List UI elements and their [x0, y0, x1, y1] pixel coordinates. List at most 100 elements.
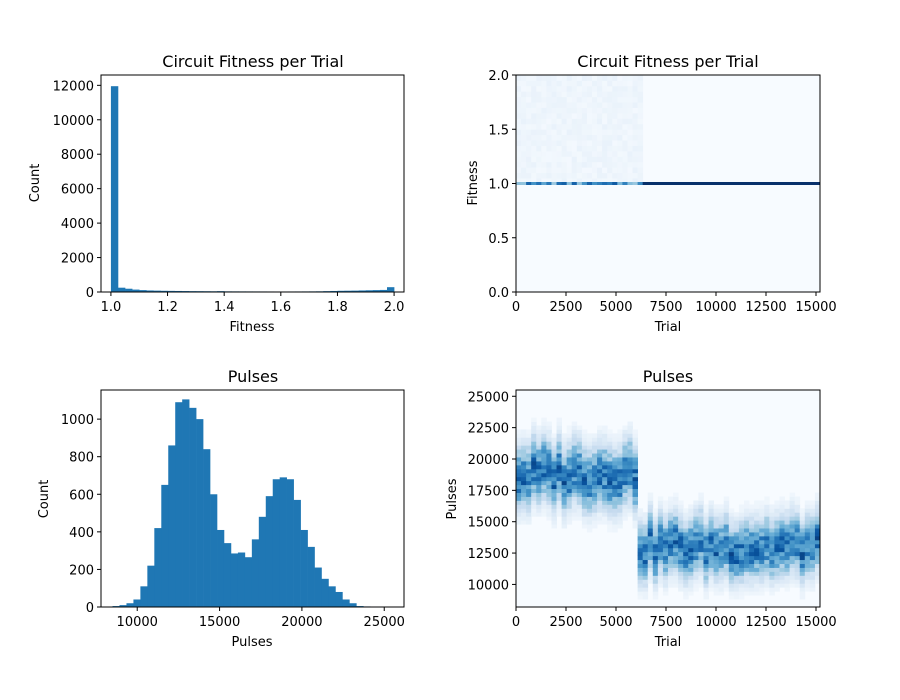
heatmap-cell [586, 75, 593, 81]
heatmap-cell [536, 178, 542, 184]
heatmap-cell [607, 508, 613, 513]
heatmap-cell [602, 102, 608, 108]
histogram-bar [328, 586, 336, 607]
heatmap-cell [566, 178, 573, 184]
heatmap-cell [551, 441, 557, 446]
heatmap-cell [536, 445, 542, 450]
heatmap-band-cell [531, 182, 537, 185]
heatmap-cell [607, 468, 613, 474]
heatmap-cell [607, 429, 613, 434]
heatmap-cell [607, 476, 613, 482]
heatmap-cell [531, 476, 537, 482]
heatmap-cell [693, 524, 699, 529]
heatmap-cell [597, 91, 603, 98]
heatmap-cell [749, 524, 755, 529]
heatmap-cell [617, 480, 623, 486]
heatmap-cell [556, 468, 562, 474]
heatmap-cell [541, 425, 547, 430]
heatmap-cell [794, 516, 801, 521]
heatmap-cell [541, 437, 547, 442]
heatmap-cell [622, 145, 628, 152]
heatmap-cell [779, 524, 785, 529]
heatmap-cell [708, 520, 714, 525]
heatmap-cell [688, 563, 694, 568]
y-tick-label: 8000 [61, 148, 94, 163]
heatmap-cell [571, 167, 578, 174]
heatmap-cell [526, 429, 532, 434]
heatmap-cell [612, 492, 618, 497]
heatmap-cell [597, 464, 603, 470]
heatmap-cell [612, 145, 618, 152]
heatmap-cell [668, 512, 674, 517]
histogram-bar [203, 449, 211, 607]
heatmap-cell [521, 178, 527, 184]
heatmap-cell [556, 425, 562, 430]
heatmap-band-cell [789, 182, 796, 185]
heatmap-cell [551, 123, 557, 130]
heatmap-cell [612, 441, 618, 446]
heatmap-cell [607, 75, 613, 81]
histogram-bar [293, 499, 301, 607]
heatmap-cell [688, 535, 694, 541]
heatmap-cell [728, 547, 735, 553]
heatmap-cell [784, 500, 790, 505]
heatmap-cell [809, 543, 816, 549]
heatmap-cell [556, 480, 562, 486]
x-tick-label: 10000 [695, 300, 736, 315]
heatmap-cell [602, 468, 608, 474]
histogram-bar [349, 603, 357, 607]
heatmap-cell [728, 551, 735, 557]
heatmap-cell [561, 123, 568, 130]
heatmap-cell [738, 587, 745, 592]
heatmap-cell [774, 516, 780, 521]
heatmap-cell [551, 516, 557, 521]
heatmap-cell [607, 102, 613, 108]
heatmap-cell [612, 140, 618, 146]
heatmap-cell [657, 571, 664, 576]
y-tick-label: 25000 [468, 390, 509, 405]
heatmap-band-cell [683, 182, 689, 185]
heatmap-cell [759, 571, 765, 576]
heatmap-cell [733, 563, 740, 568]
heatmap-cell [759, 579, 765, 584]
heatmap-cell [592, 480, 598, 486]
heatmap-cell [718, 516, 725, 521]
heatmap-cell [688, 539, 694, 545]
heatmap-cell [708, 539, 714, 545]
heatmap-cell [612, 500, 618, 505]
heatmap-cell [673, 583, 679, 588]
heatmap-band-cell [586, 182, 593, 185]
heatmap-cell [814, 543, 821, 549]
heatmap-cell [536, 457, 542, 462]
heatmap-cell [602, 123, 608, 130]
heatmap-cell [622, 437, 628, 442]
heatmap-cell [586, 468, 593, 474]
heatmap-cell [814, 559, 821, 564]
heatmap-cell [814, 579, 821, 584]
pulses-heatmap-x-ticks: 0 2500 5000 7500 10000 12500 15000 [512, 607, 837, 630]
heatmap-cell [607, 461, 613, 466]
heatmap-cell [744, 551, 750, 557]
heatmap-cell [576, 161, 583, 168]
heatmap-cell [708, 508, 714, 513]
heatmap-cell [789, 583, 796, 588]
heatmap-cell [784, 563, 790, 568]
heatmap-cell [637, 559, 644, 564]
heatmap-cell [516, 172, 522, 179]
heatmap-cell [784, 587, 790, 592]
heatmap-cell [521, 161, 527, 168]
heatmap-cell [526, 476, 532, 482]
heatmap-cell [592, 161, 598, 168]
heatmap-cell [546, 107, 552, 114]
heatmap-cell [698, 543, 704, 549]
heatmap-cell [531, 457, 537, 462]
heatmap-cell [546, 102, 552, 108]
heatmap-cell [536, 504, 542, 509]
heatmap-cell [602, 433, 608, 438]
heatmap-cell [576, 172, 583, 179]
heatmap-cell [698, 551, 704, 557]
heatmap-cell [779, 500, 785, 505]
heatmap-cell [749, 579, 755, 584]
heatmap-cell [516, 129, 522, 136]
heatmap-cell [521, 445, 527, 450]
